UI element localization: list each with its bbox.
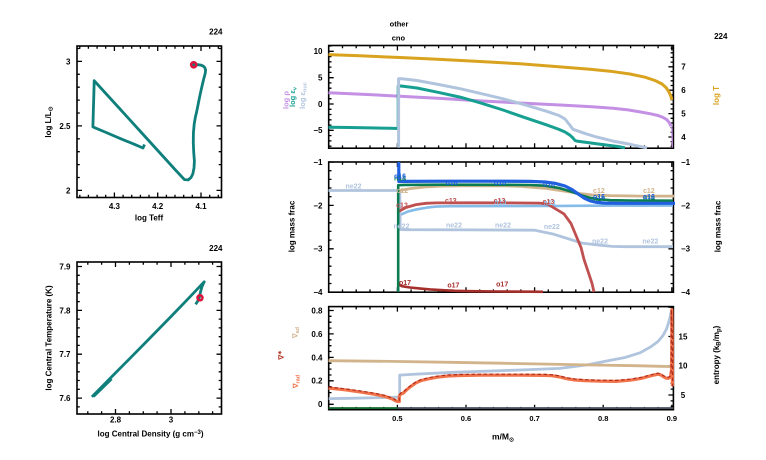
svg-text:−2: −2 <box>313 201 323 210</box>
svg-text:n13: n13 <box>543 200 555 207</box>
svg-text:7.9: 7.9 <box>59 262 71 271</box>
svg-text:n13: n13 <box>494 199 506 206</box>
svg-text:10: 10 <box>679 362 688 371</box>
svg-text:∇ad: ∇ad <box>292 327 302 339</box>
svg-text:log mass frac: log mass frac <box>288 200 297 252</box>
svg-text:0.8: 0.8 <box>311 306 323 315</box>
svg-text:c12: c12 <box>593 188 605 195</box>
svg-text:0.6: 0.6 <box>461 414 471 423</box>
svg-text:0: 0 <box>318 400 323 409</box>
svg-text:o17: o17 <box>447 282 459 289</box>
svg-text:log εν: log εν <box>288 87 299 107</box>
svg-text:5: 5 <box>681 110 686 119</box>
svg-text:log εnuc: log εnuc <box>298 82 309 109</box>
svg-text:o16: o16 <box>543 181 555 188</box>
svg-text:n14: n14 <box>643 195 655 202</box>
svg-text:2.8: 2.8 <box>110 415 122 424</box>
svg-text:entropy (kB/mp): entropy (kB/mp) <box>712 325 723 384</box>
svg-text:4: 4 <box>681 133 686 142</box>
svg-text:0.7: 0.7 <box>529 414 539 423</box>
svg-text:ne22: ne22 <box>544 224 560 231</box>
svg-text:log Teff: log Teff <box>135 214 164 223</box>
svg-text:m/M⊙: m/M⊙ <box>492 432 514 444</box>
svg-text:−1: −1 <box>681 158 691 167</box>
svg-text:log L/L⊙: log L/L⊙ <box>44 106 55 137</box>
svg-text:5: 5 <box>681 391 686 400</box>
svg-text:n14: n14 <box>394 175 406 182</box>
svg-text:−2: −2 <box>681 201 691 210</box>
svg-text:log T: log T <box>712 86 721 105</box>
svg-text:o16: o16 <box>394 174 406 181</box>
svg-text:o16: o16 <box>494 180 506 187</box>
svg-text:3: 3 <box>66 57 71 66</box>
svg-text:c12: c12 <box>643 188 655 195</box>
svg-text:n14: n14 <box>593 196 605 203</box>
svg-text:7.7: 7.7 <box>59 350 71 359</box>
svg-text:o17: o17 <box>399 280 411 287</box>
svg-text:log Central Temperature (K): log Central Temperature (K) <box>45 285 54 391</box>
svg-text:4.1: 4.1 <box>195 202 207 211</box>
svg-text:0: 0 <box>318 100 323 109</box>
svg-text:7.6: 7.6 <box>59 394 71 403</box>
svg-text:c12: c12 <box>396 188 408 195</box>
svg-text:−3: −3 <box>681 245 691 254</box>
svg-text:0.5: 0.5 <box>392 414 402 423</box>
svg-text:0.9: 0.9 <box>667 414 677 423</box>
svg-text:−4: −4 <box>313 288 323 297</box>
svg-text:ne22: ne22 <box>592 239 608 246</box>
svg-text:ne22: ne22 <box>394 223 410 230</box>
svg-text:∇rad: ∇rad <box>292 375 302 389</box>
svg-text:−3: −3 <box>313 245 323 254</box>
svg-text:o16: o16 <box>643 194 655 201</box>
svg-text:c13: c13 <box>543 199 555 206</box>
svg-text:2.5: 2.5 <box>59 122 71 131</box>
svg-text:o16: o16 <box>445 180 457 187</box>
svg-text:0.2: 0.2 <box>311 377 323 386</box>
svg-text:10: 10 <box>314 47 323 56</box>
svg-text:−5: −5 <box>313 126 323 135</box>
svg-text:ne22: ne22 <box>642 239 658 246</box>
svg-text:6: 6 <box>681 86 686 95</box>
svg-text:ne22: ne22 <box>346 183 362 190</box>
svg-text:4.3: 4.3 <box>109 202 121 211</box>
svg-text:cno: cno <box>392 34 406 43</box>
svg-text:3: 3 <box>169 415 174 424</box>
svg-text:7.8: 7.8 <box>59 306 71 315</box>
svg-text:log Central Density (g cm−3): log Central Density (g cm−3) <box>98 429 204 438</box>
svg-text:ne22: ne22 <box>446 223 462 230</box>
svg-text:7: 7 <box>681 63 686 72</box>
svg-text:c13: c13 <box>445 198 457 205</box>
svg-text:c13: c13 <box>396 202 408 209</box>
svg-text:∇∗: ∇∗ <box>278 350 286 361</box>
svg-text:0.8: 0.8 <box>598 414 608 423</box>
svg-text:224: 224 <box>714 32 728 41</box>
svg-text:o17: o17 <box>496 282 508 289</box>
svg-text:log mass frac: log mass frac <box>714 200 723 252</box>
svg-text:−4: −4 <box>681 288 691 297</box>
svg-text:−1: −1 <box>313 158 323 167</box>
svg-text:15: 15 <box>679 332 688 341</box>
svg-text:other: other <box>390 19 409 28</box>
svg-text:ne22: ne22 <box>495 223 511 230</box>
svg-text:log ρ: log ρ <box>282 91 291 109</box>
svg-text:5: 5 <box>318 74 323 83</box>
svg-text:o16: o16 <box>593 194 605 201</box>
svg-text:c13: c13 <box>494 198 506 205</box>
svg-text:0.4: 0.4 <box>311 353 323 362</box>
svg-text:4.2: 4.2 <box>152 202 164 211</box>
svg-text:0.6: 0.6 <box>311 330 323 339</box>
svg-text:2: 2 <box>66 186 71 195</box>
svg-text:224: 224 <box>209 244 223 253</box>
svg-text:224: 224 <box>209 28 223 37</box>
